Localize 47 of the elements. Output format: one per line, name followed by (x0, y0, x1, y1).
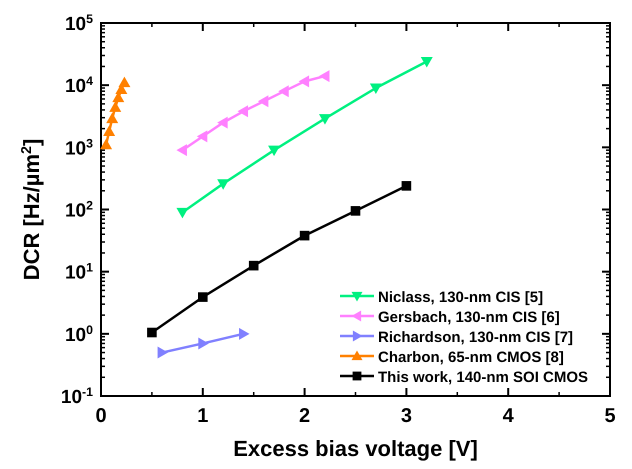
x-tick-label: 1 (197, 405, 208, 427)
point (176, 144, 187, 156)
legend-label: Niclass, 130-nm CIS [5] (378, 289, 544, 306)
point (238, 105, 248, 118)
legend-label: This work, 140-nm SOI CMOS (378, 369, 588, 386)
y-tick-label: 10$^{0}$ (64, 322, 94, 346)
x-tick-label: 5 (604, 405, 616, 427)
x-tick-label: 4 (502, 405, 515, 427)
y-tick-label: 10$^{-1}$ (60, 385, 94, 408)
point (370, 84, 382, 94)
point (318, 114, 331, 125)
point (198, 292, 208, 302)
x-tick-label: 3 (400, 405, 412, 427)
point (239, 328, 250, 340)
point (298, 75, 310, 88)
point (106, 112, 118, 124)
point (300, 230, 310, 240)
x-tick-label: 2 (299, 405, 310, 427)
x-axis-title: Excess bias voltage [V] (233, 436, 478, 461)
y-tick-label: 10$^{3}$ (64, 136, 94, 160)
point (420, 57, 433, 68)
point (118, 76, 130, 88)
point (109, 101, 122, 112)
point (318, 70, 330, 82)
point (217, 179, 230, 190)
y-tick-label: 10$^{5}$ (64, 12, 94, 35)
legend-label: Gersbach, 130-nm CIS [6] (378, 309, 560, 326)
point (248, 260, 258, 270)
point (258, 95, 268, 108)
legend-label: Richardson, 130-nm CIS [7] (378, 329, 574, 346)
point (176, 208, 188, 218)
point (217, 116, 228, 129)
point (278, 85, 289, 98)
point (268, 146, 280, 156)
legend-label: Charbon, 65-nm CMOS [8] (378, 349, 564, 366)
y-tick-label: 10$^{2}$ (64, 198, 94, 222)
point (198, 337, 209, 350)
point (350, 206, 360, 216)
y-tick-label: 10$^{4}$ (64, 74, 94, 98)
point (158, 346, 168, 359)
point (402, 181, 412, 191)
x-tick-label: 0 (95, 405, 107, 427)
y-tick-label: 10$^{1}$ (64, 260, 94, 284)
point (147, 328, 157, 338)
point (100, 138, 112, 150)
point (196, 130, 208, 142)
point (103, 125, 116, 136)
